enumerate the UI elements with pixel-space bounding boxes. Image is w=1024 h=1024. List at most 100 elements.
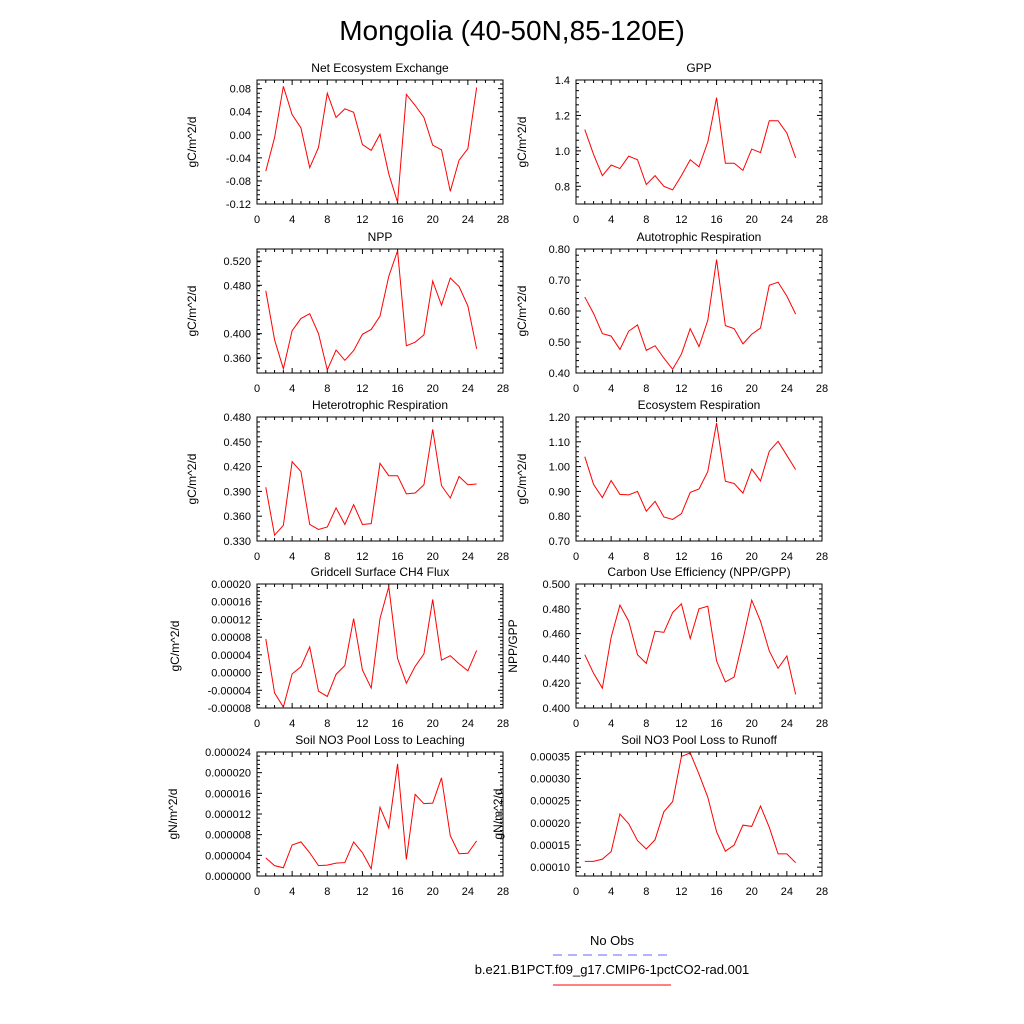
y-tick-label: -0.04	[226, 153, 251, 165]
x-tick-label: 4	[608, 551, 614, 563]
x-tick-label: 20	[746, 383, 758, 395]
panel-net-ecosystem-exchange: Net Ecosystem Exchange 0 4 8 12 16 20 24 28 -0.12…	[185, 61, 509, 226]
y-tick-label: 0.330	[223, 536, 251, 548]
y-tick-label: 0.00010	[530, 862, 570, 874]
x-tick-label: 8	[643, 886, 649, 898]
x-tick-label: 0	[254, 718, 260, 730]
series-line-0	[584, 422, 797, 520]
y-tick-label: 1.0	[555, 146, 570, 158]
x-tick-label: 8	[324, 383, 330, 395]
x-tick-label: 24	[462, 383, 474, 395]
x-tick-label: 16	[391, 886, 403, 898]
y-tick-label: 0.420	[223, 462, 251, 474]
y-tick-label: 0.450	[223, 437, 251, 449]
x-tick-label: 16	[391, 214, 403, 226]
x-tick-label: 16	[710, 214, 722, 226]
x-tick-label: 28	[497, 214, 509, 226]
y-tick-label: 0.8	[555, 181, 570, 193]
plot-frame	[575, 583, 823, 709]
x-tick-label: 0	[254, 214, 260, 226]
x-tick-label: 20	[427, 383, 439, 395]
y-tick-label: 0.80	[549, 244, 570, 256]
x-tick-label: 24	[781, 383, 793, 395]
x-tick-label: 8	[643, 551, 649, 563]
y-tick-label: 0.00016	[211, 597, 251, 609]
x-tick-label: 0	[573, 718, 579, 730]
x-tick-label: 20	[427, 551, 439, 563]
x-tick-label: 12	[675, 886, 687, 898]
x-tick-label: 20	[746, 214, 758, 226]
y-tick-label: 0.00008	[211, 632, 251, 644]
x-tick-label: 28	[497, 383, 509, 395]
series-line-0	[265, 763, 478, 871]
panel-title: Soil NO3 Pool Loss to Leaching	[295, 733, 464, 747]
x-tick-label: 24	[781, 718, 793, 730]
panel-title: Heterotrophic Respiration	[312, 398, 448, 412]
y-tick-label: 0.08	[230, 84, 251, 96]
y-axis-label: gC/m^2/d	[515, 286, 529, 337]
x-tick-label: 24	[781, 214, 793, 226]
page-title: Mongolia (40-50N,85-120E)	[339, 15, 685, 46]
y-tick-label: 0.00035	[530, 751, 570, 763]
x-tick-label: 12	[356, 383, 368, 395]
plot-frame	[256, 751, 504, 877]
panel-title: Ecosystem Respiration	[638, 398, 761, 412]
panel-gridcell-surface-ch4-flux: Gridcell Surface CH4 Flux 0 4 8 12 16 20 24 28 -0…	[168, 565, 509, 730]
panel-title: Carbon Use Efficiency (NPP/GPP)	[607, 565, 790, 579]
x-tick-label: 24	[462, 718, 474, 730]
panel-title: Net Ecosystem Exchange	[311, 61, 449, 75]
y-tick-label: 0.000012	[205, 809, 251, 821]
x-tick-label: 0	[254, 551, 260, 563]
x-tick-label: 4	[289, 718, 295, 730]
x-tick-label: 28	[497, 718, 509, 730]
panel-ecosystem-respiration: Ecosystem Respiration 0 4 8 12 16 20 24 28 0.70 0.…	[515, 398, 828, 563]
y-tick-label: 0.000016	[205, 788, 251, 800]
x-tick-label: 0	[573, 551, 579, 563]
x-tick-label: 4	[608, 886, 614, 898]
y-tick-label: 0.000004	[205, 850, 251, 862]
x-tick-label: 16	[710, 886, 722, 898]
y-tick-label: 0.70	[549, 536, 570, 548]
x-tick-label: 12	[675, 551, 687, 563]
y-tick-label: 0.50	[549, 337, 570, 349]
y-tick-label: -0.00008	[208, 703, 251, 715]
x-tick-label: 28	[816, 886, 828, 898]
y-axis-label: gC/m^2/d	[168, 621, 182, 672]
y-tick-label: 0.500	[542, 579, 570, 591]
x-tick-label: 0	[573, 383, 579, 395]
x-tick-label: 4	[608, 718, 614, 730]
legend-label-model-run: b.e21.B1PCT.f09_g17.CMIP6-1pctCO2-rad.00…	[475, 962, 750, 977]
y-axis-label: gC/m^2/d	[185, 117, 199, 168]
x-tick-label: 20	[427, 718, 439, 730]
x-tick-label: 12	[675, 214, 687, 226]
y-tick-label: 1.20	[549, 412, 570, 424]
x-tick-label: 8	[324, 718, 330, 730]
y-tick-label: 0.04	[230, 107, 251, 119]
x-tick-label: 28	[497, 886, 509, 898]
y-tick-label: 0.00004	[211, 650, 251, 662]
y-tick-label: 0.000020	[205, 768, 251, 780]
x-tick-label: 28	[497, 551, 509, 563]
legend-label-no-obs: No Obs	[590, 933, 635, 948]
y-tick-label: 0.440	[542, 653, 570, 665]
x-tick-label: 8	[324, 886, 330, 898]
x-tick-label: 8	[643, 214, 649, 226]
x-tick-label: 4	[289, 551, 295, 563]
y-axis-label: gC/m^2/d	[515, 454, 529, 505]
y-tick-label: 0.480	[223, 412, 251, 424]
panel-autotrophic-respiration: Autotrophic Respiration 0 4 8 12 16 20 24 28 0.40…	[515, 230, 828, 395]
panel-soil-no3-pool-loss-to-runoff: Soil NO3 Pool Loss to Runoff 0 4 8 12 16 20 24 2…	[491, 733, 828, 898]
x-tick-label: 12	[675, 383, 687, 395]
y-tick-label: 1.00	[549, 462, 570, 474]
y-tick-label: 0.00015	[530, 840, 570, 852]
x-tick-label: 4	[289, 886, 295, 898]
y-tick-label: 0.00020	[211, 579, 251, 591]
y-axis-label: gN/m^2/d	[166, 789, 180, 840]
y-tick-label: 0.360	[223, 353, 251, 365]
y-tick-label: 0.00	[230, 130, 251, 142]
plot-frame	[256, 583, 504, 709]
x-tick-label: 12	[356, 718, 368, 730]
x-tick-label: 20	[746, 718, 758, 730]
y-axis-label: gC/m^2/d	[185, 454, 199, 505]
